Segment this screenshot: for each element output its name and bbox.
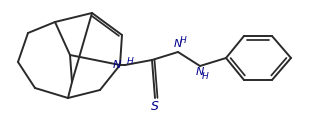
Text: H: H: [180, 36, 186, 45]
Text: N: N: [196, 67, 204, 77]
Text: H: H: [202, 72, 208, 81]
Text: H: H: [127, 58, 134, 67]
Text: N: N: [113, 60, 121, 70]
Text: N: N: [174, 39, 182, 49]
Text: S: S: [151, 100, 159, 113]
